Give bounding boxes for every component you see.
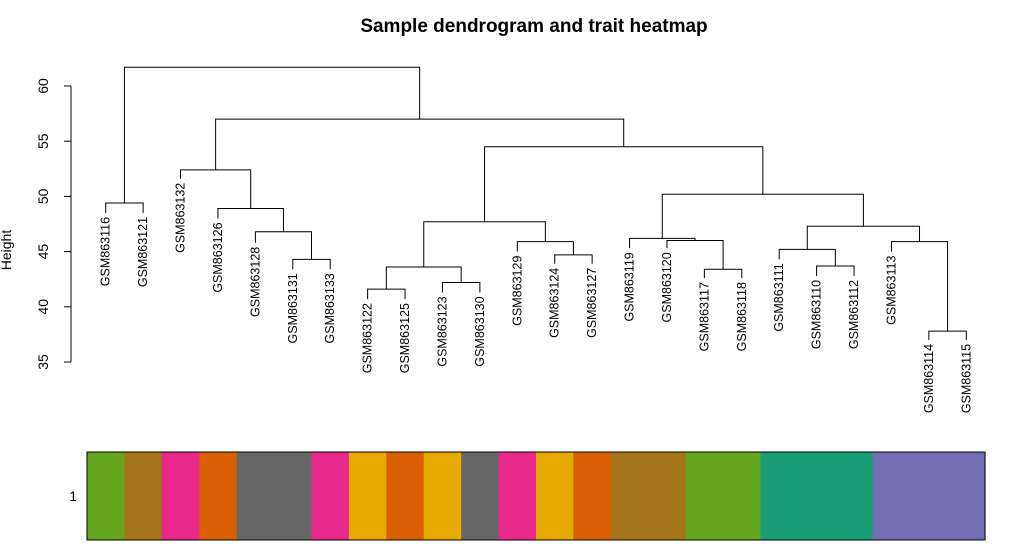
heatmap-border [86,451,986,541]
leaf-label: GSM863131 [286,273,300,343]
leaf-label: GSM863113 [884,256,898,325]
leaf-label: GSM863121 [136,217,150,287]
leaf-label: GSM863133 [323,273,337,343]
dendrogram-branch [105,202,144,213]
leaf-label: GSM863128 [248,247,262,317]
heatmap-cell [573,452,612,540]
heatmap-cell [348,452,387,540]
dendrogram-branch [385,266,462,290]
leaf-label: GSM863127 [585,268,599,338]
heatmap-cell [648,452,687,540]
dendrogram-branch [423,221,546,268]
leaf-label: GSM863120 [660,252,674,322]
dendrogram-branch [292,258,331,270]
trait-heatmap [86,451,986,541]
heatmap-cell [199,452,238,540]
leaf-label: GSM863119 [623,252,637,321]
leaf-label: GSM863115 [959,344,973,413]
dendrogram-branch [703,268,743,279]
dendrogram-branch [778,248,836,266]
dendrogram-branch [254,231,312,260]
dendrogram-branch [666,240,724,270]
y-tick-label: 35 [35,354,51,370]
dendrogram-branch [516,241,574,255]
heatmap-cell [723,452,762,540]
leaf-label: GSM863123 [435,296,449,366]
heatmap-cell [498,452,537,540]
dendrogram-branch [180,169,252,209]
dendrogram-branch [816,265,855,276]
leaf-label: GSM863118 [735,282,749,351]
leaf-label: GSM863132 [174,183,188,253]
y-tick-label: 50 [35,188,51,204]
dendrogram-branch [217,208,284,232]
heatmap-cell [386,452,425,540]
heatmap-cell [947,452,986,540]
heatmap-cell [236,452,275,540]
heatmap-cell [124,452,163,540]
leaf-label: GSM863126 [211,222,225,292]
chart-title: Sample dendrogram and trait heatmap [360,16,707,37]
heatmap-cell [87,452,126,540]
heatmap-cell [835,452,874,540]
dendrogram-branch [806,225,921,250]
leaf-label: GSM863114 [922,344,936,413]
trait-row-label: 1 [69,488,77,504]
heatmap-cell [423,452,462,540]
heatmap-cell [161,452,200,540]
dendrogram-branch [928,330,967,340]
leaf-label: GSM863125 [398,303,412,373]
heatmap-cell [536,452,575,540]
heatmap-cell [872,452,911,540]
dendrogram-branch [661,193,864,239]
heatmap-cell [910,452,949,540]
heatmap-cell [461,452,500,540]
dendrogram-branch [367,288,406,300]
dendrogram-branch [890,241,949,332]
dendrogram-branch [629,237,696,249]
y-tick-label: 45 [35,244,51,260]
heatmap-cell [274,452,313,540]
dendrogram-branches [105,66,967,340]
leaf-labels: GSM863116 GSM863121 GSM863132 GSM863126 GSM8… [99,183,974,413]
leaf-label: GSM863129 [510,256,524,326]
leaf-label: GSM863116 [99,217,113,286]
heatmap-cell [760,452,799,540]
heatmap-cell [311,452,350,540]
dendrogram-branch [441,282,481,293]
heatmap-cell [685,452,724,540]
dendrogram-branch [554,254,593,264]
leaf-label: GSM863112 [847,280,861,349]
dendrogram-branch [123,66,421,204]
y-tick-label: 55 [35,133,51,149]
heatmap-cell [797,452,836,540]
leaf-label: GSM863111 [772,263,786,331]
y-axis-label: Height [0,230,14,271]
leaf-label: GSM863117 [697,282,711,351]
leaf-label: GSM863122 [361,303,375,373]
leaf-label: GSM863110 [810,280,824,349]
y-tick-label: 40 [35,299,51,315]
leaf-label: GSM863124 [548,268,562,338]
leaf-label: GSM863130 [473,296,487,366]
y-axis: 35 40 45 50 55 60 [35,78,72,370]
dendrogram-branch [215,118,625,170]
y-tick-label: 60 [35,78,51,94]
heatmap-cell [610,452,649,540]
dendrogram-branch [484,146,764,222]
